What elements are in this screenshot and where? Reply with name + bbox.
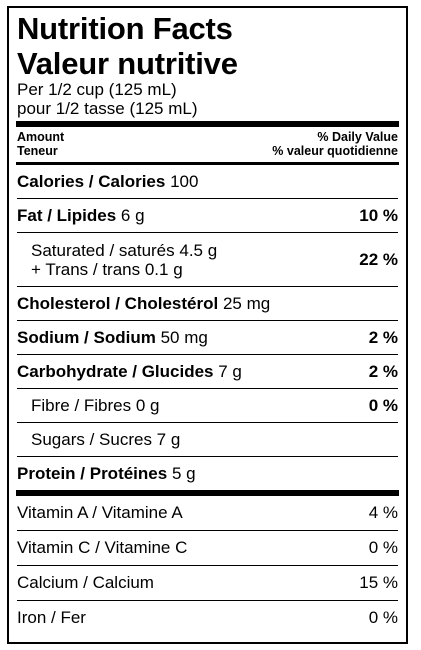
saturated-daily-value: 22 % xyxy=(359,249,398,269)
sugars-label: Sugars / Sucres 7 g xyxy=(31,429,181,449)
iron-daily-value: 0 % xyxy=(368,608,398,627)
sodium-daily-value: 2 % xyxy=(368,327,398,347)
calories-value: 100 xyxy=(170,171,199,191)
title-french: Valeur nutritive xyxy=(17,46,238,81)
sodium-label: Sodium / Sodium xyxy=(17,327,156,347)
iron-label: Iron / Fer xyxy=(17,608,86,627)
protein-row: Protein / Protéines 5 g xyxy=(17,456,398,490)
daily-value-header-en: % Daily Value xyxy=(317,130,398,144)
calcium-daily-value: 15 % xyxy=(359,573,398,592)
amount-header-fr: Teneur xyxy=(17,144,58,158)
divider-thick-vitamins xyxy=(16,490,399,496)
calories-label: Calories / Calories xyxy=(17,171,166,191)
carbohydrate-row: Carbohydrate / Glucides 7 g 2 % xyxy=(17,354,398,388)
serving-size-english: Per 1/2 cup (125 mL) xyxy=(17,80,177,99)
saturated-trans-row: Saturated / saturés 4.5 g + Trans / tran… xyxy=(17,232,398,286)
protein-amount: 5 g xyxy=(171,463,196,483)
vitamin-c-row: Vitamin C / Vitamine C 0 % xyxy=(17,530,398,565)
sodium-row: Sodium / Sodium 50 mg 2 % xyxy=(17,320,398,354)
column-header: Amount Teneur % Daily Value % valeur quo… xyxy=(17,127,398,162)
cholesterol-label: Cholesterol / Cholestérol xyxy=(17,293,219,313)
fibre-label: Fibre / Fibres 0 g xyxy=(31,395,160,415)
sugars-row: Sugars / Sucres 7 g xyxy=(17,422,398,456)
vitamin-a-daily-value: 4 % xyxy=(368,503,398,522)
sodium-amount: 50 mg xyxy=(160,327,208,347)
saturated-label: Saturated / saturés 4.5 g xyxy=(31,240,218,260)
trans-label: + Trans / trans 0.1 g xyxy=(31,259,183,279)
calcium-label: Calcium / Calcium xyxy=(17,573,154,592)
vitamin-c-label: Vitamin C / Vitamine C xyxy=(17,538,188,557)
divider-medium xyxy=(16,162,399,165)
fat-row: Fat / Lipides 6 g 10 % xyxy=(17,198,398,232)
fat-label: Fat / Lipides xyxy=(17,205,117,225)
divider-thick xyxy=(16,121,399,127)
title-english: Nutrition Facts xyxy=(17,11,233,46)
nutrition-facts-label: Nutrition Facts Valeur nutritive Per 1/2… xyxy=(7,6,408,644)
fat-daily-value: 10 % xyxy=(359,205,398,225)
calories-row: Calories / Calories 100 xyxy=(17,165,398,198)
cholesterol-amount: 25 mg xyxy=(222,293,271,313)
iron-row: Iron / Fer 0 % xyxy=(17,600,398,635)
amount-header-en: Amount xyxy=(17,130,65,144)
vitamin-c-daily-value: 0 % xyxy=(368,538,398,557)
vitamin-a-row: Vitamin A / Vitamine A 4 % xyxy=(17,496,398,530)
serving-size-french: pour 1/2 tasse (125 mL) xyxy=(17,99,198,118)
carbohydrate-amount: 7 g xyxy=(218,361,242,381)
fibre-row: Fibre / Fibres 0 g 0 % xyxy=(17,388,398,422)
cholesterol-row: Cholesterol / Cholestérol 25 mg xyxy=(17,286,398,320)
calcium-row: Calcium / Calcium 15 % xyxy=(17,565,398,600)
fat-amount: 6 g xyxy=(120,205,145,225)
carbohydrate-label: Carbohydrate / Glucides xyxy=(17,361,214,381)
daily-value-header-fr: % valeur quotidienne xyxy=(272,144,398,158)
carbohydrate-daily-value: 2 % xyxy=(368,361,398,381)
fibre-daily-value: 0 % xyxy=(368,395,398,415)
protein-label: Protein / Protéines xyxy=(17,463,168,483)
vitamin-a-label: Vitamin A / Vitamine A xyxy=(17,503,183,522)
